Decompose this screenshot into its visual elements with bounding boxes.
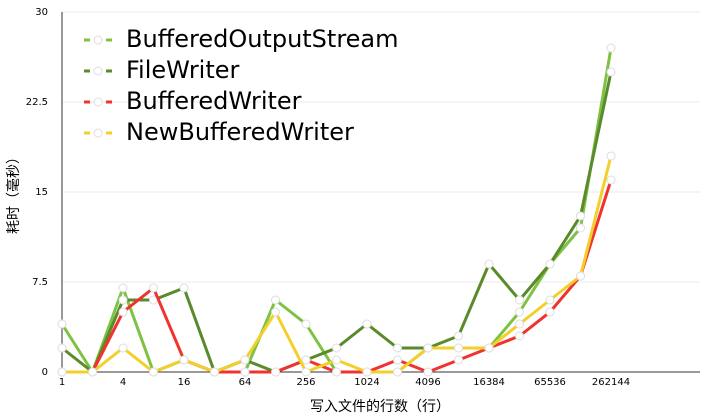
data-point: [606, 67, 616, 77]
data-point: [423, 367, 433, 377]
data-point: [271, 307, 280, 317]
data-point: [515, 331, 524, 341]
data-point: [179, 283, 189, 293]
data-point: [454, 355, 463, 365]
x-tick-label: 4: [120, 377, 126, 388]
data-point: [393, 367, 402, 377]
y-axis-title: 耗时（毫秒）: [5, 150, 22, 234]
data-point: [362, 319, 372, 329]
data-point: [576, 271, 585, 281]
data-point: [362, 367, 372, 377]
legend-label: NewBufferedWriter: [126, 118, 354, 146]
data-point: [301, 355, 311, 365]
x-tick-label: 1: [59, 377, 65, 388]
data-point: [454, 343, 463, 353]
data-point: [271, 367, 280, 377]
data-point: [57, 343, 67, 353]
data-point: [118, 343, 128, 353]
legend-label: BufferedOutputStream: [126, 25, 399, 53]
x-tick-label: 256: [296, 377, 315, 388]
data-point: [576, 211, 585, 221]
data-point: [240, 367, 250, 377]
legend-marker: [93, 35, 103, 45]
data-point: [332, 355, 341, 365]
data-point: [545, 295, 555, 305]
legend-marker: [93, 66, 103, 76]
data-point: [301, 319, 311, 329]
data-point: [118, 283, 128, 293]
y-tick-label: 7.5: [32, 277, 48, 288]
data-point: [332, 343, 341, 353]
data-point: [545, 259, 555, 269]
data-point: [57, 319, 67, 329]
data-point: [423, 343, 433, 353]
y-tick-label: 22.5: [26, 97, 48, 108]
data-point: [576, 223, 585, 233]
x-tick-label: 16: [178, 377, 191, 388]
y-tick-label: 0: [42, 367, 48, 378]
data-point: [606, 43, 616, 53]
data-point: [210, 367, 219, 377]
x-tick-label: 16384: [473, 377, 505, 388]
x-tick-label: 1024: [354, 377, 379, 388]
y-tick-label: 30: [35, 7, 48, 18]
legend-marker: [93, 128, 103, 138]
data-point: [393, 343, 402, 353]
data-point: [240, 355, 250, 365]
data-point: [332, 367, 341, 377]
x-tick-label: 4096: [415, 377, 440, 388]
legend-marker: [93, 97, 103, 107]
data-point: [179, 355, 189, 365]
legend-label: FileWriter: [126, 56, 240, 84]
data-point: [393, 355, 402, 365]
data-point: [149, 367, 158, 377]
series-line: [62, 155, 613, 374]
data-point: [88, 367, 97, 377]
data-point: [484, 259, 494, 269]
data-point: [606, 175, 616, 185]
data-point: [545, 307, 555, 317]
data-point: [301, 367, 311, 377]
data-point: [454, 331, 463, 341]
data-point: [484, 343, 494, 353]
y-tick-label: 15: [35, 187, 48, 198]
data-point: [515, 295, 524, 305]
data-point: [606, 151, 616, 161]
x-axis-title: 写入文件的行数（行）: [310, 399, 450, 415]
data-point: [149, 283, 158, 293]
data-point: [57, 367, 67, 377]
data-point: [118, 307, 128, 317]
x-tick-label: 262144: [592, 377, 630, 388]
data-point: [271, 295, 280, 305]
x-tick-label: 64: [239, 377, 252, 388]
data-point: [515, 319, 524, 329]
data-point: [118, 295, 128, 305]
x-tick-label: 65536: [534, 377, 566, 388]
data-point: [515, 307, 524, 317]
legend-label: BufferedWriter: [126, 87, 302, 115]
